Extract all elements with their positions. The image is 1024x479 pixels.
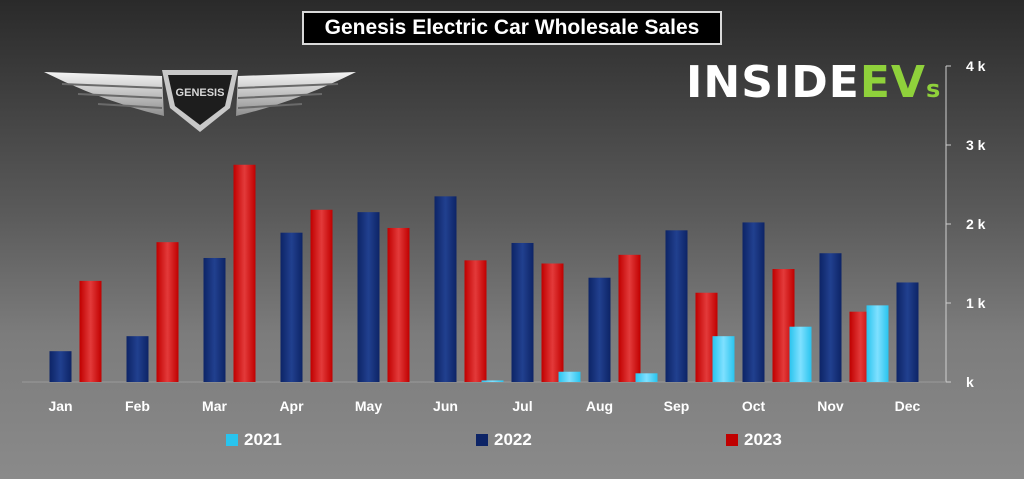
bar-2022-nov <box>819 253 842 382</box>
bar-2022-mar <box>203 257 226 382</box>
y-tick-label: k <box>966 374 974 390</box>
x-tick-label: Aug <box>586 398 613 414</box>
x-tick-label: Dec <box>895 398 921 414</box>
bar-2022-may <box>357 212 380 382</box>
bar-2023-may <box>387 227 410 382</box>
bar-2023-apr <box>310 209 333 382</box>
x-tick-label: Feb <box>125 398 150 414</box>
x-tick-label: May <box>355 398 382 414</box>
legend-label-2021: 2021 <box>244 430 282 449</box>
bar-2023-sep <box>695 292 718 382</box>
x-tick-label: Apr <box>279 398 304 414</box>
x-tick-label: Jan <box>48 398 72 414</box>
y-tick-label: 2 k <box>966 216 986 232</box>
bar-2022-oct <box>742 222 765 382</box>
insideevs-logo: INSIDEEVs <box>686 58 941 114</box>
bar-2023-feb <box>156 242 179 382</box>
bar-2023-jul <box>541 263 564 382</box>
y-tick-label: 3 k <box>966 137 986 153</box>
legend-label-2023: 2023 <box>744 430 782 449</box>
y-tick-label: 4 k <box>966 58 986 74</box>
bar-2021-sep <box>635 373 658 382</box>
bar-2021-dec <box>866 305 889 382</box>
bar-2023-jan <box>79 280 102 382</box>
legend-swatch-2021 <box>226 434 238 446</box>
bar-2023-mar <box>233 164 256 382</box>
bar-2023-jun <box>464 260 487 382</box>
legend-item-2023: 2023 <box>726 430 782 450</box>
legend-label-2022: 2022 <box>494 430 532 449</box>
bar-2022-sep <box>665 230 688 382</box>
x-tick-label: Mar <box>202 398 227 414</box>
bar-2021-oct <box>712 336 735 382</box>
bar-2022-aug <box>588 277 611 382</box>
x-tick-label: Jun <box>433 398 458 414</box>
bar-2023-oct <box>772 269 795 382</box>
bar-2021-jul <box>481 380 504 382</box>
bar-2023-aug <box>618 254 641 382</box>
bar-2021-aug <box>558 371 581 382</box>
bar-2022-jun <box>434 196 457 382</box>
x-tick-label: Sep <box>664 398 690 414</box>
x-tick-label: Nov <box>817 398 844 414</box>
logo-text: GENESIS <box>176 87 225 99</box>
bar-2022-apr <box>280 232 303 382</box>
x-tick-label: Oct <box>742 398 766 414</box>
brand-part1: INSIDE <box>686 57 860 108</box>
bar-2022-feb <box>126 336 149 382</box>
brand-part3: s <box>925 75 942 103</box>
bar-2021-nov <box>789 326 812 382</box>
legend-swatch-2022 <box>476 434 488 446</box>
legend-item-2022: 2022 <box>476 430 532 450</box>
y-tick-label: 1 k <box>966 295 986 311</box>
x-tick-label: Jul <box>512 398 532 414</box>
legend-item-2021: 2021 <box>226 430 282 450</box>
chart-title: Genesis Electric Car Wholesale Sales <box>302 11 722 45</box>
bar-2022-jul <box>511 242 534 382</box>
brand-part2: EV <box>859 57 926 108</box>
legend-swatch-2023 <box>726 434 738 446</box>
bar-2022-jan <box>49 351 72 382</box>
genesis-logo: GENESIS <box>44 62 356 136</box>
bar-2023-nov <box>849 311 872 382</box>
bar-2022-dec <box>896 282 919 382</box>
